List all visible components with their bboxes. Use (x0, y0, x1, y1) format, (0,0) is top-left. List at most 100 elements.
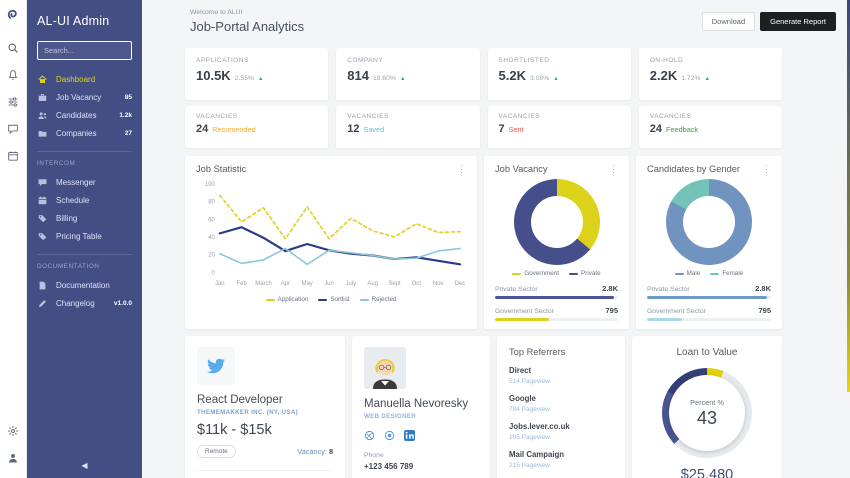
section-title-intercom: INTERCOM (37, 160, 76, 167)
referrer-name: Mail Campaign (509, 450, 565, 459)
dribbble-icon[interactable] (364, 430, 375, 441)
folder-icon (37, 128, 48, 139)
vacancy-status: Feedback (666, 125, 699, 134)
vacancy-status: Saved (363, 125, 385, 134)
sidebar-item-label: Messenger (56, 177, 96, 187)
vacancy-card-saved: VACANCIES 12 Saved (336, 106, 480, 148)
sidebar-item-label: Dashboard (56, 74, 96, 84)
chat-icon[interactable] (7, 123, 19, 135)
app-logo-icon[interactable] (5, 7, 21, 28)
download-button[interactable]: Download (701, 12, 756, 31)
legend-label: Rejected (371, 296, 397, 304)
progress-label: Private Sector (647, 286, 690, 293)
job-vacancy-card: Job Vacancy ⋮ Government Private Private… (484, 156, 629, 329)
referrer-name: Jobs.lever.co.uk (509, 422, 570, 431)
sidebar-item-label: Schedule (56, 195, 90, 205)
job-vacancy-donut (513, 179, 600, 265)
stat-delta: 3.08% (529, 75, 550, 82)
progress-value: 2.8K (602, 284, 618, 293)
stat-label: APPLICATIONS (196, 57, 249, 64)
vacancy-value: 7 (498, 123, 505, 135)
profile-name: Manuella Nevoresky (364, 398, 469, 410)
sidebar-item-badge: 1.2k (119, 111, 132, 119)
user-profile-icon[interactable] (7, 452, 19, 464)
job-title: React Developer (197, 394, 283, 406)
progress-label: Government Sector (495, 308, 554, 315)
notifications-bell-icon[interactable] (7, 69, 19, 81)
loan-to-value-card: Loan to Value Percent % 43 $25,480 Loan … (632, 336, 782, 478)
icon-rail (0, 0, 27, 478)
sidebar-item-messenger[interactable]: Messenger (37, 173, 132, 191)
linkedin-icon[interactable] (404, 430, 415, 441)
sidebar-item-label: Companies (56, 128, 97, 138)
legend-swatch (710, 272, 720, 275)
kebab-menu-icon[interactable]: ⋮ (762, 163, 771, 174)
vacancy-card-recommended: VACANCIES 24 Recomended (185, 106, 329, 148)
vacancy-value: 24 (196, 123, 209, 135)
sidebar-item-documentation[interactable]: Documentation (37, 276, 132, 294)
sidebar: AL-UI Admin Dashboard Job Vacancy 85 Can… (27, 0, 142, 478)
svg-text:Nov: Nov (433, 281, 444, 287)
svg-text:80: 80 (208, 200, 215, 206)
progress-bar (647, 296, 768, 299)
card-title: Loan to Value (676, 347, 738, 358)
sidebar-item-label: Candidates (56, 110, 97, 120)
sidebar-item-dashboard[interactable]: Dashboard (37, 70, 132, 88)
legend-label: Government (524, 270, 560, 277)
gear-icon[interactable] (7, 425, 19, 437)
search-icon[interactable] (7, 42, 19, 54)
referrer-item: Mail Campaign 215 Pageview (509, 450, 613, 469)
job-salary: $11k - $15k (197, 422, 272, 438)
sidebar-item-changelog[interactable]: Changelog v1.0.0 (37, 294, 132, 312)
scrollbar[interactable] (847, 0, 850, 392)
referrer-views: 784 Pageview (509, 406, 550, 413)
vacancy-note-label: Vacancy: (297, 447, 327, 456)
svg-text:Feb: Feb (237, 281, 248, 287)
stat-value: 5.2K (498, 68, 526, 83)
stat-value: 10.5K (196, 68, 231, 83)
trend-up-icon: ▲ (553, 76, 559, 82)
kebab-menu-icon[interactable]: ⋮ (609, 163, 618, 174)
document-icon (37, 280, 48, 291)
svg-text:0: 0 (212, 270, 216, 276)
trend-up-icon: ▲ (400, 76, 406, 82)
sidebar-item-job-vacancy[interactable]: Job Vacancy 85 (37, 88, 132, 106)
vacancy-status: Recomended (212, 125, 256, 134)
referrer-name: Direct (509, 366, 532, 375)
sidebar-item-schedule[interactable]: Schedule (37, 191, 132, 209)
sidebar-item-companies[interactable]: Companies 27 (37, 124, 132, 142)
stat-value: 2.2K (649, 68, 678, 83)
briefcase-icon (37, 92, 48, 103)
card-title: Candidates by Gender (647, 164, 741, 174)
section-title-documentation: DOCUMENTATION (37, 263, 100, 270)
calendar-icon[interactable] (7, 150, 19, 162)
sidebar-item-candidates[interactable]: Candidates 1.2k (37, 106, 132, 124)
sidebar-item-pricing-table[interactable]: Pricing Table (37, 227, 132, 245)
vacancy-label: VACANCIES (196, 113, 238, 120)
stat-card-on-hold: ON-HOLD 2.2K 1.72% ▲ (638, 48, 782, 100)
settings-sliders-icon[interactable] (7, 96, 19, 108)
sidebar-item-badge: 85 (124, 93, 132, 101)
svg-text:July: July (346, 281, 357, 287)
vacancy-note-value: 8 (328, 447, 333, 456)
stat-label: COMPANY (347, 57, 384, 64)
sidebar-item-badge: 27 (124, 129, 132, 137)
stat-delta: 2.55% (234, 75, 254, 82)
sidebar-item-billing[interactable]: Billing (37, 209, 132, 227)
kebab-menu-icon[interactable]: ⋮ (457, 163, 466, 174)
gender-donut (666, 179, 752, 265)
welcome-text: Welcome to ALUI (190, 9, 243, 16)
generate-report-button[interactable]: Generate Report (760, 12, 836, 31)
legend-label: Private (581, 270, 601, 277)
chat-bubble-icon (37, 177, 48, 188)
twitter-icon (197, 347, 235, 385)
main-content: Welcome to ALUI Job-Portal Analytics Dow… (142, 0, 850, 478)
legend-label: Sortlist (330, 296, 350, 304)
sidebar-search-input[interactable] (37, 41, 132, 60)
svg-text:Oct: Oct (412, 281, 422, 287)
sidebar-collapse-arrow-icon[interactable]: ◀ (81, 461, 88, 470)
referrer-item: Direct 514 Pageview (509, 366, 613, 385)
gauge-label: Percent % (690, 397, 724, 407)
sidebar-item-label: Billing (56, 213, 78, 223)
behance-icon[interactable] (384, 430, 395, 441)
